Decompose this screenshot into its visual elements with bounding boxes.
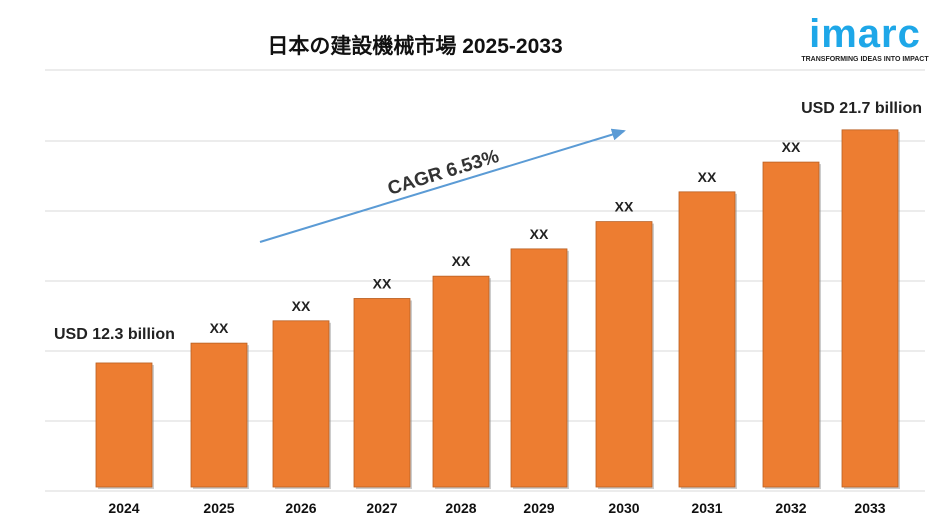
x-tick-label: 2033 [854,500,885,516]
bar-2031 [678,191,736,488]
data-label: XX [373,275,392,291]
x-tick-label: 2025 [203,500,234,516]
imarc-logo: imarc TRANSFORMING IDEAS INTO IMPACT [800,12,930,63]
x-tick-label: 2026 [285,500,316,516]
data-label: USD 12.3 billion [54,326,175,343]
x-tick-label: 2028 [445,500,476,516]
data-label: XX [530,226,549,242]
x-tick-label: 2030 [608,500,639,516]
x-tick-label: 2024 [108,500,139,516]
cagr-arrow [259,128,626,243]
data-label: XX [292,298,311,314]
x-tick-label: 2032 [775,500,806,516]
bar-2033 [841,129,899,488]
logo-word: imarc [809,12,921,56]
x-tick-label: 2031 [691,500,722,516]
chart-title: 日本の建設機械市場 2025-2033 [267,35,563,58]
data-label: XX [782,139,801,155]
data-label: XX [452,253,471,269]
x-tick-label: 2029 [523,500,554,516]
bar-2029 [510,248,568,488]
bar-2030 [595,221,653,488]
data-label: XX [698,169,717,185]
logo-tagline: TRANSFORMING IDEAS INTO IMPACT [801,56,929,63]
data-label: XX [615,199,634,215]
bar-2026 [272,320,330,488]
bar-2027 [353,298,411,488]
bar-2025 [190,342,248,488]
bar-2024 [95,362,153,488]
bar-2028 [432,275,490,488]
bar-2032 [762,161,820,488]
data-label: XX [210,320,229,336]
data-label: USD 21.7 billion [801,100,922,117]
x-tick-label: 2027 [366,500,397,516]
